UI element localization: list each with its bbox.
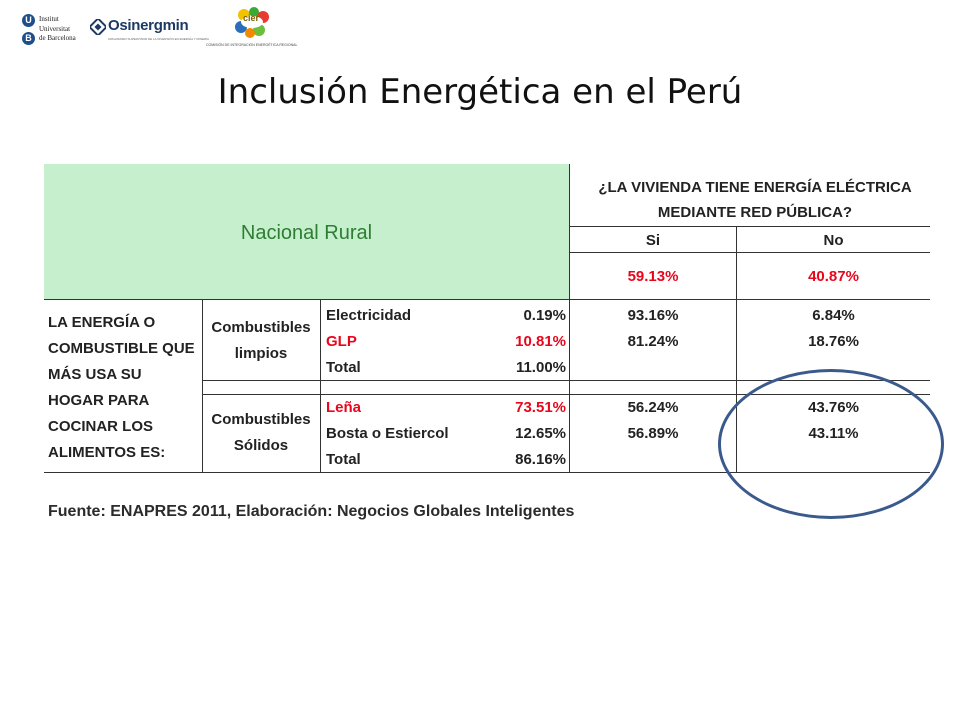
slide-title: Inclusión Energética en el Perú xyxy=(217,72,743,112)
fuel-label: Total xyxy=(326,451,361,468)
fuel-pct: 73.51% xyxy=(515,399,566,416)
question-line-2: MEDIANTE RED PÚBLICA? xyxy=(657,204,853,221)
ub-logo-line: de Barcelona xyxy=(39,34,76,42)
total-si-value: 59.13% xyxy=(627,268,679,285)
source-note: Fuente: ENAPRES 2011, Elaboración: Negoc… xyxy=(48,503,575,520)
group-name-limpios: limpios xyxy=(234,345,288,362)
group-name-solidos: Sólidos xyxy=(233,437,289,454)
fuel-si: 56.89% xyxy=(627,425,679,442)
fuel-pct: 10.81% xyxy=(515,333,566,350)
fuel-pct: 86.16% xyxy=(515,451,566,468)
fuel-no: 6.84% xyxy=(812,307,855,324)
fuel-si: 81.24% xyxy=(627,333,679,350)
fuel-label: GLP xyxy=(326,333,357,350)
cier-logo: cier COMISIÓN DE INTEGRACIÓN ENERGÉTICA … xyxy=(204,6,314,48)
group-name-solidos: Combustibles xyxy=(211,411,311,428)
group-name-limpios: Combustibles xyxy=(211,319,311,336)
row-label-line: HOGAR PARA xyxy=(48,392,150,409)
table-header-title: Nacional Rural xyxy=(240,222,373,244)
ub-logo-line: Institut xyxy=(39,15,59,23)
fuel-label: Electricidad xyxy=(326,307,412,324)
column-header-no: No xyxy=(823,232,844,249)
osinergmin-name: Osinergmin xyxy=(108,17,189,34)
osinergmin-diamond-icon xyxy=(90,19,106,35)
question-line-1: ¿LA VIVIENDA TIENE ENERGÍA ELÉCTRICA xyxy=(598,179,912,196)
grid-line xyxy=(202,380,930,381)
ub-u-badge-icon: U xyxy=(22,14,35,27)
row-label-line: LA ENERGÍA O xyxy=(48,314,156,331)
fuel-label: Total xyxy=(326,359,361,376)
cier-circles-icon xyxy=(235,7,269,38)
grid-line xyxy=(570,252,930,253)
grid-line xyxy=(202,299,203,472)
row-label-line: MÁS USA SU xyxy=(48,366,142,383)
fuel-pct: 0.19% xyxy=(523,307,566,324)
fuel-no: 18.76% xyxy=(808,333,859,350)
column-header-si: Si xyxy=(645,232,661,249)
grid-line xyxy=(736,226,737,472)
row-label-line: COCINAR LOS xyxy=(48,418,153,435)
ub-b-badge-icon: B xyxy=(22,32,35,45)
osinergmin-logo: Osinergmin ORGANISMO SUPERVISOR DE LA IN… xyxy=(90,16,209,46)
highlight-circle xyxy=(718,369,944,519)
fuel-pct: 12.65% xyxy=(515,425,566,442)
osinergmin-tagline: ORGANISMO SUPERVISOR DE LA INVERSIÓN EN … xyxy=(108,37,210,41)
row-label-line: COMBUSTIBLE QUE xyxy=(48,340,195,357)
cier-name: cier xyxy=(243,13,260,23)
fuel-si: 56.24% xyxy=(627,399,679,416)
grid-line xyxy=(202,394,930,395)
grid-line xyxy=(570,226,930,227)
fuel-pct: 11.00% xyxy=(515,359,566,376)
fuel-label: Leña xyxy=(326,399,362,416)
fuel-si: 93.16% xyxy=(627,307,679,324)
fuel-label: Bosta o Estiercol xyxy=(326,425,449,442)
total-no-value: 40.87% xyxy=(808,268,859,285)
ub-logo-line: Universitat xyxy=(39,25,71,33)
universitat-de-barcelona-logo: U B Institut Universitat de Barcelona xyxy=(22,14,90,50)
grid-line xyxy=(44,472,930,473)
grid-line xyxy=(320,299,321,472)
table-header-region xyxy=(44,164,569,299)
grid-line xyxy=(569,164,570,472)
row-label-line: ALIMENTOS ES: xyxy=(48,444,166,461)
cier-tagline: COMISIÓN DE INTEGRACIÓN ENERGÉTICA REGIO… xyxy=(206,43,298,47)
grid-line xyxy=(44,299,930,300)
